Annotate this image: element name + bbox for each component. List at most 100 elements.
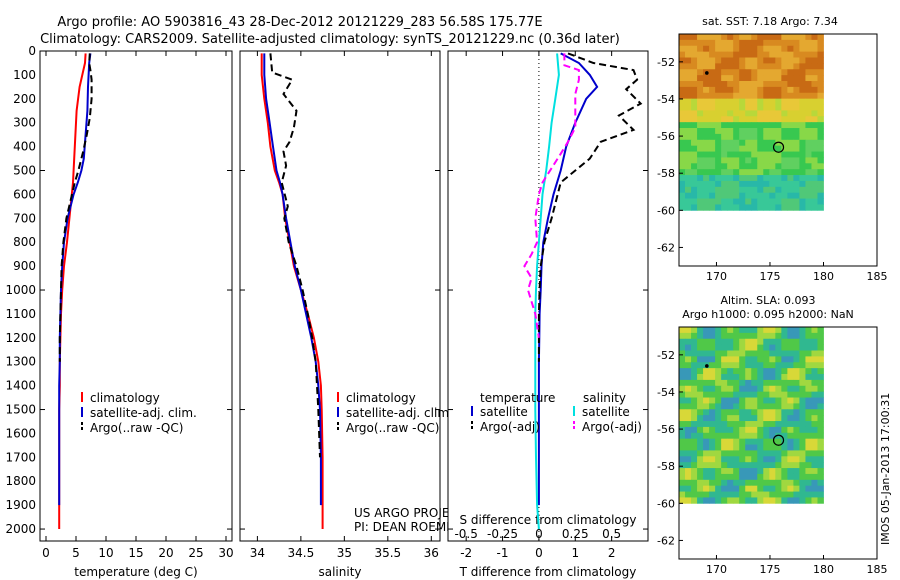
salinity-xtick-label: 35	[337, 546, 352, 560]
temperature-xtick-label: 15	[128, 546, 143, 560]
temperature-ytick-label: 100	[13, 68, 36, 82]
temperature-frame	[39, 50, 233, 542]
annotation-project: US ARGO PROJECT	[354, 506, 466, 520]
legend-header-salinity: salinity	[583, 391, 626, 405]
difference-stick-label: 0.25	[562, 527, 589, 541]
salinity-legend-label-2: Argo(..raw -QC)	[346, 421, 439, 435]
sst_map-ytick-label: -56	[657, 130, 675, 143]
salinity-frame	[239, 50, 441, 542]
temperature-legend-label-1: satellite-adj. clim.	[90, 406, 197, 420]
legend-header-temperature: temperature	[480, 391, 555, 405]
temperature-ytick-label: 600	[13, 187, 36, 201]
sst_map-ytick-label: -58	[657, 167, 675, 180]
temperature-xlabel: temperature (deg C)	[74, 565, 197, 579]
salinity-legend-label-1: satellite-adj. clim.	[346, 406, 453, 420]
sla_map-ytick-label: -62	[657, 534, 675, 547]
temperature-ytick-label: 200	[13, 92, 36, 106]
difference-stick-label: -0.25	[487, 527, 518, 541]
temperature-xtick-label: 0	[42, 546, 50, 560]
difference-stick-label: -0.5	[454, 527, 477, 541]
sst_map-ytick-label: -60	[657, 204, 675, 217]
sst_map-frame	[678, 33, 878, 267]
difference-series-3	[523, 53, 580, 338]
sla_map-xtick-label: 180	[813, 563, 834, 576]
difference-xtick-label: 2	[608, 546, 616, 560]
salinity-xtick-label: 35.5	[374, 546, 401, 560]
figure-title-line1: Argo profile: AO 5903816_43 28-Dec-2012 …	[57, 15, 542, 30]
difference-series-2	[534, 53, 560, 530]
sla_map-ytick-label: -56	[657, 423, 675, 436]
sst_map-marker-dot	[705, 71, 709, 75]
temperature-ytick-label: 1000	[5, 283, 36, 297]
temperature-ytick-label: 1300	[5, 355, 36, 369]
sla_map-xtick-label: 175	[759, 563, 780, 576]
salinity-legend-label-0: climatology	[346, 391, 416, 405]
difference-xlabel: T difference from climatology	[459, 565, 637, 579]
temperature-ytick-label: 800	[13, 235, 36, 249]
sla_map-xtick-label: 185	[867, 563, 888, 576]
sst_map-xtick-label: 185	[867, 270, 888, 283]
sst_map-ytick-label: -62	[657, 241, 675, 254]
temperature-ytick-label: 1500	[5, 403, 36, 417]
temperature-ytick-label: 400	[13, 140, 36, 154]
difference-xtick-label: -2	[460, 546, 472, 560]
sla_map-xtick-label: 170	[706, 563, 727, 576]
sla_map-ytick-label: -52	[657, 349, 675, 362]
temperature-legend-label-0: climatology	[90, 391, 160, 405]
temperature-xtick-label: 10	[98, 546, 113, 560]
figure-title-line2: Climatology: CARS2009. Satellite-adjuste…	[40, 32, 620, 47]
sla-map-title: Altim. SLA: 0.093	[720, 294, 815, 307]
sla-map-subtitle: Argo h1000: 0.095 h2000: NaN	[682, 308, 854, 321]
side-stamp: IMOS 05-Jan-2013 17:00:31	[879, 393, 892, 545]
temperature-ytick-label: 700	[13, 211, 36, 225]
difference-xlabel-top: S difference from climatology	[460, 513, 637, 527]
salinity-xtick-label: 36	[424, 546, 439, 560]
difference-xtick-label: 0	[535, 546, 543, 560]
temperature-ytick-label: 2000	[5, 522, 36, 536]
temperature-ytick-label: 1600	[5, 426, 36, 440]
difference-stick-label: 0	[535, 527, 543, 541]
sst_map-ytick-label: -54	[657, 93, 675, 106]
sla_map-frame	[678, 326, 878, 560]
sst_map-ytick-label: -52	[657, 56, 675, 69]
difference-legend-label-0: satellite	[480, 405, 528, 419]
temperature-ytick-label: 1800	[5, 474, 36, 488]
temperature-xtick-label: 30	[218, 546, 233, 560]
annotation-pi: PI: DEAN ROEMMICH	[354, 520, 477, 534]
difference-frame	[447, 50, 649, 542]
difference-xtick-label: 1	[571, 546, 579, 560]
sla_map-field	[679, 327, 824, 504]
temperature-ytick-label: 1400	[5, 379, 36, 393]
temperature-xtick-label: 5	[72, 546, 80, 560]
difference-stick-label: 0.5	[602, 527, 621, 541]
sst_map-xtick-label: 175	[759, 270, 780, 283]
salinity-xlabel: salinity	[318, 565, 361, 579]
difference-legend-label-3: Argo(-adj)	[582, 420, 642, 434]
salinity-xtick-label: 34	[250, 546, 265, 560]
difference-xtick-label: -1	[497, 546, 509, 560]
temperature-ytick-label: 300	[13, 116, 36, 130]
temperature-ytick-label: 0	[28, 44, 36, 58]
sst_map-xtick-label: 180	[813, 270, 834, 283]
sla_map-ytick-label: -54	[657, 386, 675, 399]
sst_map-field	[679, 34, 824, 211]
salinity-series-1	[263, 53, 322, 506]
temperature-ytick-label: 1100	[5, 307, 36, 321]
sst-map-title: sat. SST: 7.18 Argo: 7.34	[702, 15, 838, 28]
temperature-ytick-label: 1700	[5, 450, 36, 464]
sst_map-xtick-label: 170	[706, 270, 727, 283]
sla_map-ytick-label: -60	[657, 497, 675, 510]
temperature-series-2	[58, 53, 93, 362]
temperature-ytick-label: 900	[13, 259, 36, 273]
temperature-ytick-label: 1200	[5, 331, 36, 345]
salinity-series-2	[269, 53, 321, 458]
salinity-xtick-label: 34.5	[288, 546, 315, 560]
temperature-xtick-label: 25	[188, 546, 203, 560]
temperature-ytick-label: 1900	[5, 498, 36, 512]
sla_map-ytick-label: -58	[657, 460, 675, 473]
sla_map-marker-dot	[705, 364, 709, 368]
difference-legend-label-1: Argo(-adj)	[480, 420, 540, 434]
difference-legend-label-2: satellite	[582, 405, 630, 419]
sla_map-marker-circle	[772, 434, 785, 446]
